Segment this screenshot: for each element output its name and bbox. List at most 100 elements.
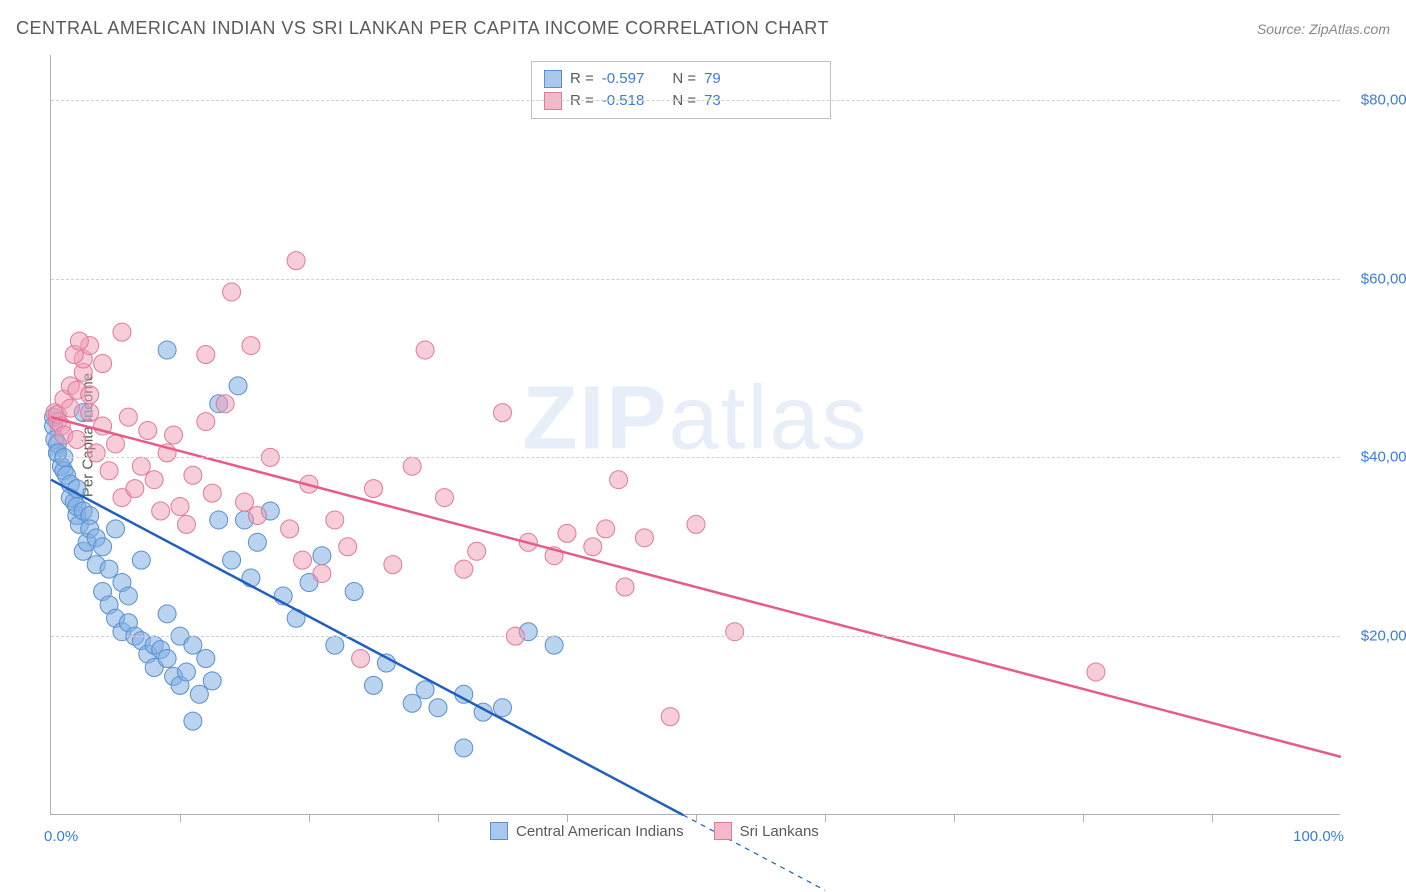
data-point <box>100 560 118 578</box>
data-point <box>107 435 125 453</box>
data-point <box>365 676 383 694</box>
data-point <box>203 672 221 690</box>
data-point <box>223 283 241 301</box>
x-tick <box>309 814 310 822</box>
data-point <box>184 466 202 484</box>
y-tick-label: $20,000 <box>1361 628 1406 645</box>
data-point <box>94 538 112 556</box>
x-axis-max-label: 100.0% <box>1293 828 1344 845</box>
data-point <box>416 341 434 359</box>
data-point <box>429 699 447 717</box>
data-point <box>81 404 99 422</box>
y-tick-label: $60,000 <box>1361 270 1406 287</box>
data-point <box>165 426 183 444</box>
chart-title: CENTRAL AMERICAN INDIAN VS SRI LANKAN PE… <box>16 18 829 39</box>
x-tick <box>1212 814 1213 822</box>
data-point <box>584 538 602 556</box>
x-tick <box>1083 814 1084 822</box>
legend-item-1: Sri Lankans <box>714 822 819 840</box>
legend-swatch-1 <box>544 92 562 110</box>
data-point <box>558 524 576 542</box>
data-point <box>70 332 88 350</box>
data-point <box>468 542 486 560</box>
y-tick-label: $40,000 <box>1361 449 1406 466</box>
correlation-legend: R = -0.597 N = 79 R = -0.518 N = 73 <box>531 61 831 119</box>
data-point <box>61 399 79 417</box>
data-point <box>229 377 247 395</box>
gridline-h <box>51 636 1340 637</box>
chart-area: Per Capita Income ZIPatlas R = -0.597 N … <box>50 55 1340 815</box>
data-point <box>635 529 653 547</box>
data-point <box>81 386 99 404</box>
gridline-h <box>51 457 1340 458</box>
data-point <box>216 395 234 413</box>
plot-svg <box>51 55 1341 815</box>
data-point <box>177 515 195 533</box>
x-axis-min-label: 0.0% <box>44 828 78 845</box>
data-point <box>68 430 86 448</box>
x-tick <box>567 814 568 822</box>
data-point <box>119 408 137 426</box>
data-point <box>661 708 679 726</box>
legend-swatch-0 <box>544 70 562 88</box>
legend-row-1: R = -0.518 N = 73 <box>544 90 818 112</box>
data-point <box>494 699 512 717</box>
data-point <box>184 712 202 730</box>
x-tick <box>696 814 697 822</box>
data-point <box>197 650 215 668</box>
data-point <box>107 520 125 538</box>
data-point <box>184 636 202 654</box>
data-point <box>139 422 157 440</box>
y-tick-label: $80,000 <box>1361 91 1406 108</box>
data-point <box>100 462 118 480</box>
data-point <box>158 650 176 668</box>
data-point <box>616 578 634 596</box>
legend-bottom-swatch-1 <box>714 822 732 840</box>
data-point <box>197 413 215 431</box>
data-point <box>203 484 221 502</box>
data-point <box>190 685 208 703</box>
data-point <box>119 587 137 605</box>
data-point <box>126 480 144 498</box>
data-point <box>403 694 421 712</box>
trend-line <box>51 417 1341 757</box>
data-point <box>248 533 266 551</box>
legend-item-0: Central American Indians <box>490 822 684 840</box>
data-point <box>171 498 189 516</box>
data-point <box>242 337 260 355</box>
chart-source: Source: ZipAtlas.com <box>1257 21 1390 37</box>
data-point <box>197 346 215 364</box>
data-point <box>145 471 163 489</box>
data-point <box>610 471 628 489</box>
data-point <box>597 520 615 538</box>
data-point <box>416 681 434 699</box>
data-point <box>326 511 344 529</box>
gridline-h <box>51 279 1340 280</box>
data-point <box>132 551 150 569</box>
data-point <box>313 565 331 583</box>
data-point <box>494 404 512 422</box>
data-point <box>223 551 241 569</box>
data-point <box>1087 663 1105 681</box>
data-point <box>687 515 705 533</box>
data-point <box>435 489 453 507</box>
data-point <box>455 560 473 578</box>
data-point <box>726 623 744 641</box>
data-point <box>87 444 105 462</box>
legend-row-0: R = -0.597 N = 79 <box>544 68 818 90</box>
data-point <box>345 582 363 600</box>
data-point <box>384 556 402 574</box>
data-point <box>210 511 228 529</box>
data-point <box>236 493 254 511</box>
data-point <box>455 739 473 757</box>
data-point <box>326 636 344 654</box>
data-point <box>248 506 266 524</box>
legend-bottom-swatch-0 <box>490 822 508 840</box>
data-point <box>158 605 176 623</box>
data-point <box>94 354 112 372</box>
data-point <box>545 636 563 654</box>
data-point <box>158 341 176 359</box>
data-point <box>365 480 383 498</box>
data-point <box>294 551 312 569</box>
x-tick <box>180 814 181 822</box>
